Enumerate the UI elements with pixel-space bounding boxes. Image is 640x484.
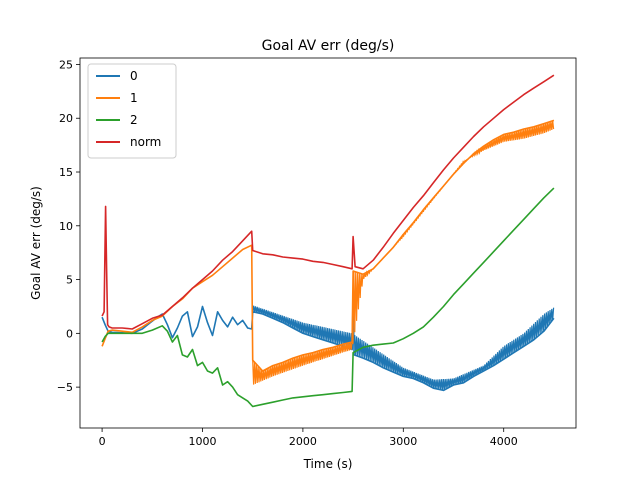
series-0-band: [252, 305, 555, 391]
x-axis: 0 1000 2000 3000 4000: [99, 428, 518, 448]
legend-label: 1: [130, 91, 138, 105]
series-norm: [101, 74, 555, 330]
x-tick-label: 2000: [289, 435, 317, 448]
legend-label: norm: [130, 135, 161, 149]
y-tick-label: 10: [59, 220, 73, 233]
series-0: [101, 299, 555, 392]
x-tick-label: 1000: [188, 435, 216, 448]
legend-label: 0: [130, 69, 138, 83]
y-tick-label: 5: [66, 274, 73, 287]
y-axis: −5 0 5 10 15 20 25: [57, 58, 80, 394]
y-tick-label: 15: [59, 166, 73, 179]
y-tick-label: 20: [59, 112, 73, 125]
legend-label: 2: [130, 113, 138, 127]
y-tick-label: −5: [57, 381, 73, 394]
x-axis-label: Time (s): [303, 457, 353, 471]
series-layer: [101, 74, 555, 408]
y-axis-label: Goal AV err (deg/s): [29, 186, 43, 300]
legend-box: [87, 63, 177, 159]
series-2-line: [101, 187, 555, 408]
y-tick-label: 25: [59, 58, 73, 71]
x-tick-label: 0: [99, 435, 106, 448]
x-tick-label: 3000: [389, 435, 417, 448]
series-0-line: [101, 299, 555, 392]
legend: 0 1 2 norm: [87, 63, 177, 159]
plot-area-frame: [79, 57, 577, 429]
chart-title: Goal AV err (deg/s): [262, 38, 395, 54]
series-norm-line: [101, 74, 555, 330]
y-tick-label: 0: [66, 327, 73, 340]
x-tick-label: 4000: [490, 435, 518, 448]
series-2: [101, 187, 555, 408]
